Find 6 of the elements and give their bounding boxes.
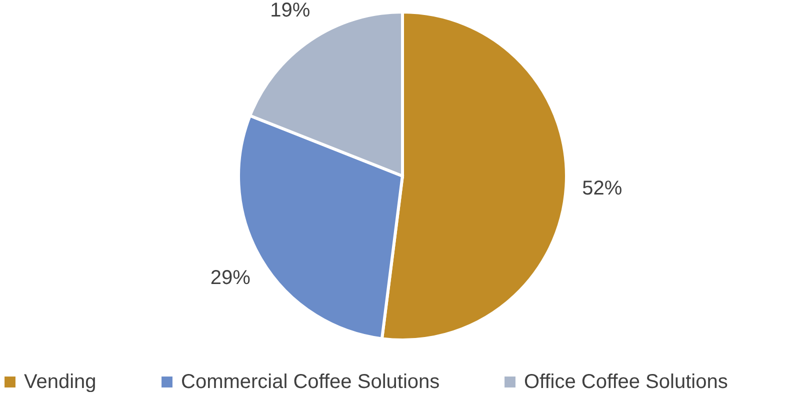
data-label: 29% [210, 266, 251, 289]
data-label: 52% [582, 178, 622, 200]
legend-label: Commercial Coffee Solutions [181, 371, 440, 393]
legend-label: Office Coffee Solutions [524, 371, 728, 393]
legend-label: Vending [24, 371, 96, 393]
data-label: 19% [270, 0, 310, 22]
